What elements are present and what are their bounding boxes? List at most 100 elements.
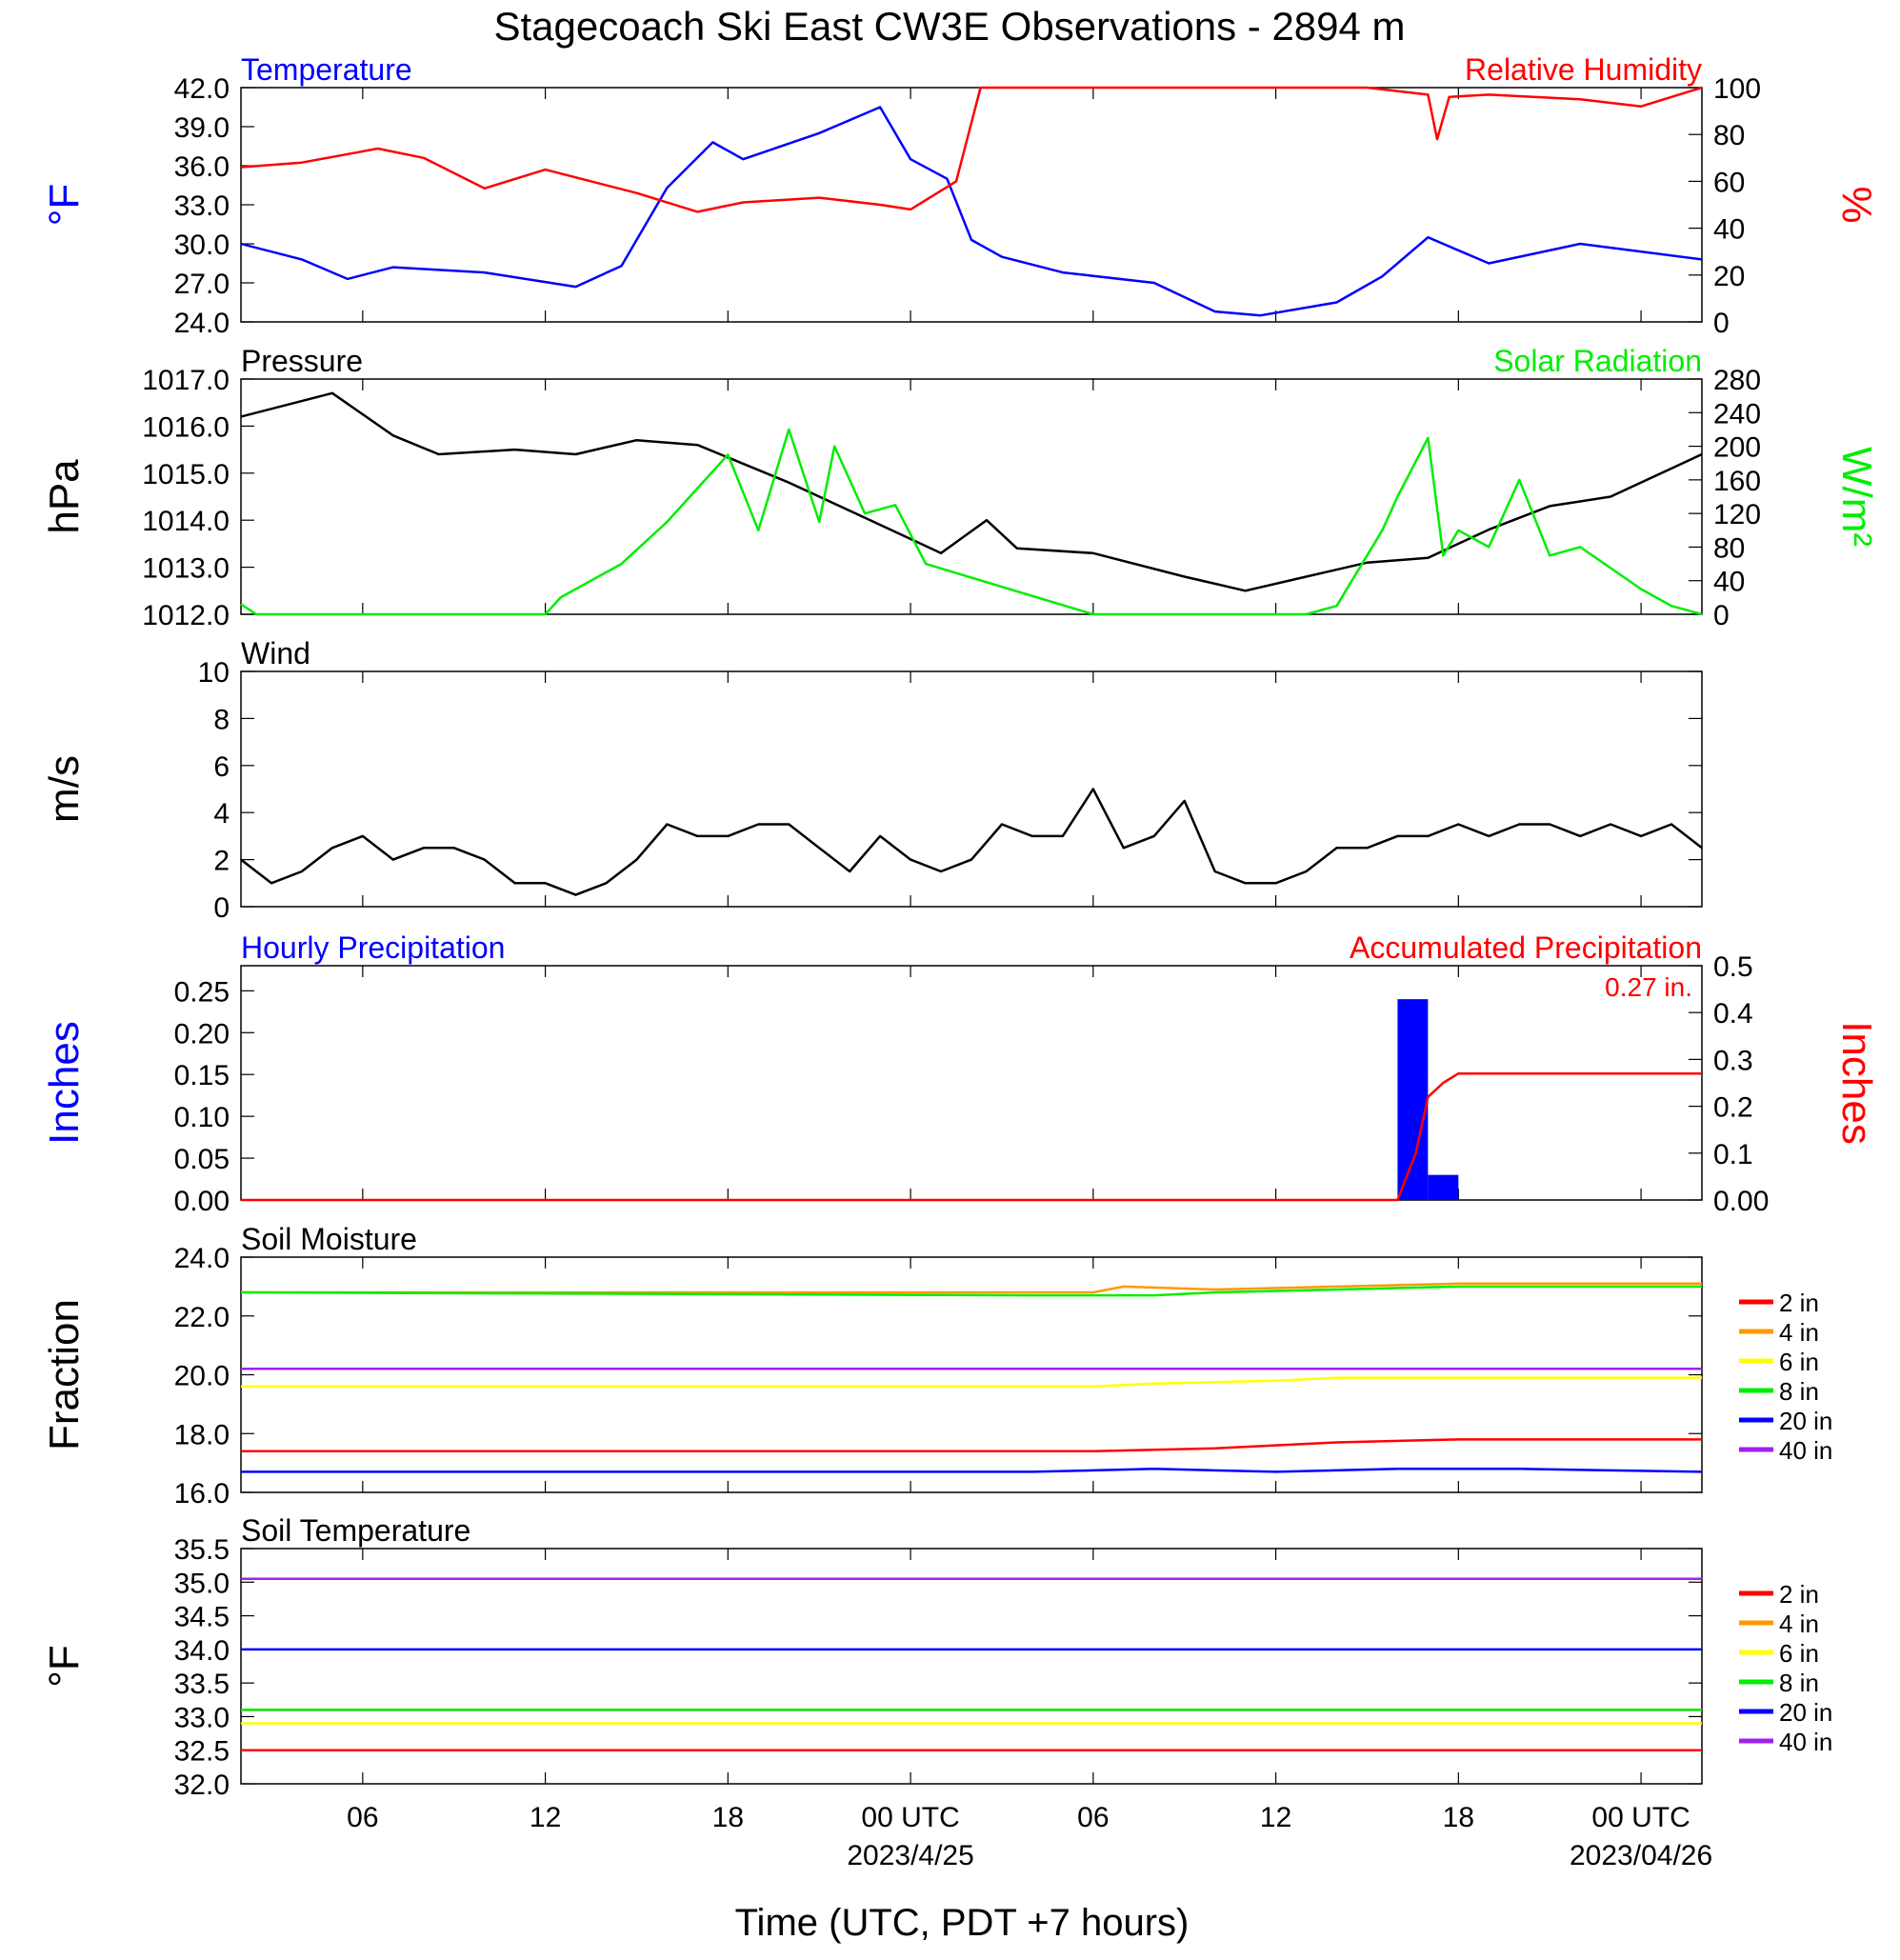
- y-axis-label-right: Inches: [1833, 1021, 1880, 1145]
- plot-frame: [240, 670, 1703, 908]
- y-tick-label-right: 80: [1713, 532, 1745, 564]
- series-line-wind: [240, 788, 1703, 896]
- y-tick-label: 0: [213, 892, 230, 924]
- y-axis-label-left: hPa: [41, 459, 88, 534]
- y-tick-label: 32.5: [174, 1736, 230, 1768]
- y-tick-label: 35.0: [174, 1568, 230, 1599]
- y-tick-label-right: 60: [1713, 167, 1745, 198]
- panel-title-right: Relative Humidity: [1465, 52, 1702, 87]
- x-tick-label: 18: [1443, 1802, 1474, 1833]
- series-line-6-in: [241, 1376, 1702, 1389]
- legend-label: 40 in: [1779, 1436, 1832, 1465]
- legend-label: 20 in: [1779, 1698, 1832, 1727]
- legend-label: 6 in: [1779, 1348, 1819, 1376]
- series-line-20-in: [241, 1468, 1703, 1473]
- y-axis-label-left: m/s: [41, 755, 88, 823]
- y-tick-label: 24.0: [174, 1243, 230, 1274]
- y-axis-label-left: °F: [41, 1645, 88, 1687]
- precip-bar: [1397, 999, 1429, 1200]
- plot-frame: [240, 1548, 1703, 1785]
- panel-soil-moisture: 16.0 18.0 20.0 22.0 24.0 Soil Moisture Fractio…: [41, 1222, 1832, 1510]
- x-axis: 06 12 18 00 UTC 06 12 18 00 UTC 2023/4/25 2023/04…: [347, 1802, 1712, 1871]
- x-tick-label: 06: [1077, 1802, 1109, 1833]
- y-tick-label: 1012.0: [142, 600, 230, 631]
- y-tick-label: 1014.0: [142, 506, 230, 537]
- y-tick-label: 33.5: [174, 1669, 230, 1700]
- legend-label: 2 in: [1779, 1580, 1819, 1609]
- y-axis-label-right: %: [1833, 186, 1880, 223]
- y-tick-label-right: 20: [1713, 261, 1745, 292]
- y-tick-label-right: 240: [1713, 398, 1761, 430]
- legend-label: 8 in: [1779, 1377, 1819, 1406]
- y-tick-label-right: 0.1: [1713, 1139, 1753, 1170]
- y-tick-label-right: 0.5: [1713, 951, 1753, 983]
- panel-soil-temperature: 32.032.533.033.534.034.535.035.5 Soil Tem…: [41, 1513, 1832, 1801]
- y-tick-label: 0.20: [174, 1018, 230, 1050]
- figure-title: Stagecoach Ski East CW3E Observations - …: [493, 4, 1405, 49]
- panel-title-right: Accumulated Precipitation: [1350, 930, 1702, 965]
- y-tick-label-right: 0.00: [1713, 1186, 1769, 1217]
- y-tick-label-right: 100: [1713, 73, 1761, 105]
- y-tick-label: 4: [213, 798, 230, 830]
- x-tick-label: 06: [347, 1802, 378, 1833]
- series-line-8-in: [240, 1285, 1702, 1297]
- plot-frame: [240, 965, 1703, 1201]
- y-tick-label: 27.0: [174, 269, 230, 300]
- panel-title-left: Hourly Precipitation: [241, 930, 505, 965]
- x-tick-label: 12: [530, 1802, 561, 1833]
- x-axis-label: Time (UTC, PDT +7 hours): [735, 1902, 1190, 1944]
- y-axis-label-left: °F: [41, 184, 88, 226]
- x-tick-label: 00 UTC: [861, 1802, 959, 1833]
- series-line-pressure: [240, 391, 1703, 592]
- panel-precipitation: 0.00 0.05 0.10 0.15 0.20 0.25 0.00 0.1 0.2 0.3 0.4…: [41, 930, 1880, 1217]
- panels: 24.027.030.033.036.039.042.0020406080100…: [41, 52, 1880, 1801]
- y-tick-label: 42.0: [174, 73, 230, 105]
- y-tick-label: 36.0: [174, 151, 230, 183]
- y-tick-label: 0.15: [174, 1060, 230, 1091]
- y-tick-label: 1013.0: [142, 553, 230, 585]
- legend-label: 2 in: [1779, 1289, 1819, 1317]
- y-tick-label: 0.00: [174, 1186, 230, 1217]
- legend-label: 20 in: [1779, 1407, 1832, 1435]
- legend-label: 4 in: [1779, 1318, 1819, 1347]
- x-tick-label: 00 UTC: [1591, 1802, 1690, 1833]
- series-line-solar-radiation: [240, 428, 1703, 616]
- y-tick-label: 34.5: [174, 1602, 230, 1633]
- panel-title-left: Soil Moisture: [241, 1222, 417, 1256]
- y-tick-label: 6: [213, 751, 230, 783]
- y-tick-label: 1015.0: [142, 459, 230, 490]
- panel-title-left: Wind: [241, 636, 310, 670]
- y-tick-label: 8: [213, 704, 230, 735]
- series-line-accumulated-precipitation: [241, 1071, 1702, 1202]
- y-tick-label: 22.0: [174, 1302, 230, 1333]
- y-axis-label-left: Inches: [41, 1021, 88, 1145]
- y-tick-label: 16.0: [174, 1478, 230, 1510]
- x-date-label: 2023/4/25: [847, 1840, 973, 1871]
- y-tick-label-right: 40: [1713, 214, 1745, 246]
- y-tick-label-right: 280: [1713, 365, 1761, 396]
- plot-frame: [240, 378, 1703, 615]
- y-tick-label: 0.10: [174, 1102, 230, 1133]
- y-tick-label: 24.0: [174, 308, 230, 339]
- y-tick-label-right: 0.4: [1713, 998, 1753, 1030]
- y-tick-label: 18.0: [174, 1419, 230, 1450]
- y-tick-label: 0.25: [174, 976, 230, 1008]
- y-tick-label: 0.05: [174, 1144, 230, 1175]
- series-line-2-in: [241, 1438, 1702, 1453]
- panel-temperature-humidity: 24.0 27.0 30.0 33.0 36.0 39.0 42.0 0 20 40 60 80 100…: [41, 52, 1880, 339]
- x-date-label: 2023/04/26: [1570, 1840, 1712, 1871]
- y-tick-label-right: 160: [1713, 466, 1761, 497]
- legend-label: 6 in: [1779, 1639, 1819, 1668]
- y-tick-label: 1017.0: [142, 365, 230, 396]
- y-tick-label-right: 0.2: [1713, 1092, 1753, 1124]
- series-line-temperature: [240, 106, 1703, 317]
- panel-wind: 0 2 4 6 8 10 Wind m/s: [41, 636, 1703, 924]
- legend-label: 40 in: [1779, 1728, 1832, 1756]
- x-tick-label: 12: [1260, 1802, 1291, 1833]
- y-tick-label: 1016.0: [142, 411, 230, 443]
- x-tick-label: 18: [712, 1802, 744, 1833]
- y-tick-label-right: 0: [1713, 308, 1730, 339]
- y-axis-label-left: Fraction: [41, 1299, 88, 1450]
